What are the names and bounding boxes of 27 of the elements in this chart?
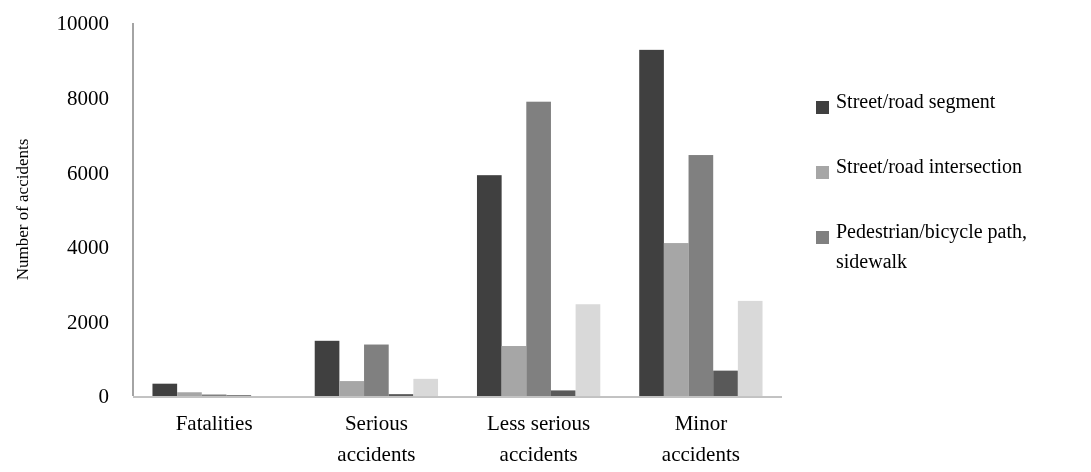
y-tick-label: 6000 — [67, 160, 109, 185]
bar — [314, 340, 340, 396]
x-tick-label: Less serious accidents — [487, 411, 591, 466]
legend-label: Street/road intersection — [836, 155, 1023, 177]
bar — [550, 390, 576, 396]
y-tick-label: 4000 — [67, 235, 109, 260]
bar — [476, 175, 502, 396]
y-tick-label: 8000 — [67, 85, 109, 110]
legend-label: Pedestrian/bicycle path, sidewalk — [836, 220, 1028, 272]
bar — [713, 370, 738, 396]
bar — [339, 381, 365, 396]
x-tick-label: Serious accidents — [337, 411, 416, 466]
y-tick-label: 0 — [98, 384, 109, 409]
bar — [575, 304, 601, 396]
legend-label: Street/road segment — [836, 90, 996, 113]
bar — [639, 49, 664, 396]
bar — [737, 300, 763, 396]
bar — [501, 346, 527, 396]
y-tick-label: 10000 — [56, 11, 109, 36]
bar — [413, 378, 439, 396]
bar — [663, 243, 689, 396]
x-tick-label: Fatalities — [175, 411, 253, 435]
bar — [152, 383, 178, 396]
y-tick-label: 2000 — [67, 309, 109, 334]
bar — [177, 392, 202, 396]
y-axis-title: Number of accidents — [13, 138, 32, 281]
x-tick-label: Minor accidents — [661, 411, 740, 466]
